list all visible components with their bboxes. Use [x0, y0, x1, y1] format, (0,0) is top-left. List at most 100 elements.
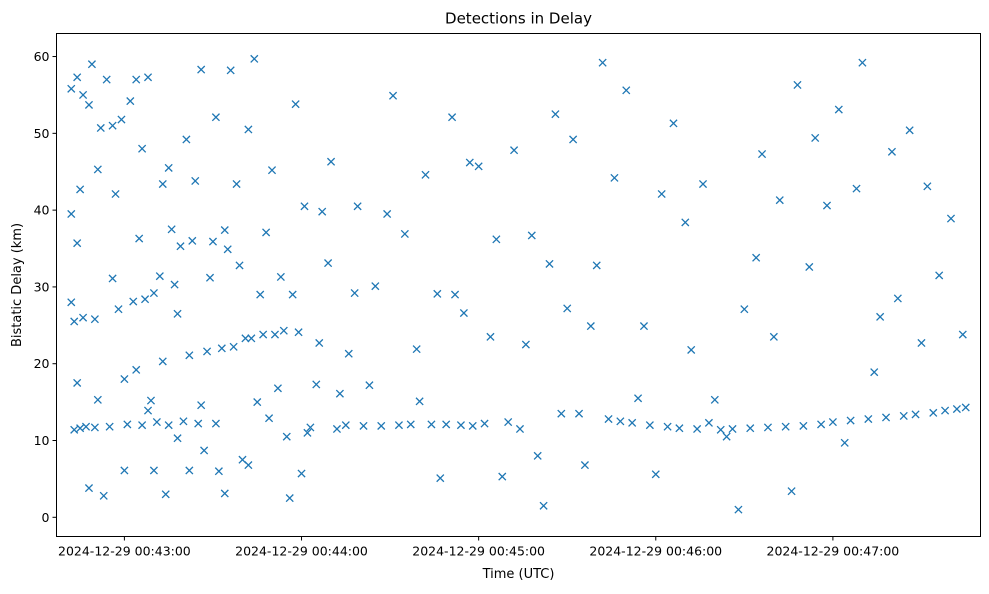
data-point-marker [200, 446, 209, 455]
data-point-marker [383, 209, 392, 219]
data-point-marker [465, 158, 474, 167]
data-point-marker [710, 395, 719, 404]
data-point-marker [164, 421, 173, 430]
data-point-marker [111, 189, 120, 199]
data-point-marker [149, 466, 158, 475]
data-point-marker [146, 396, 156, 405]
data-point-marker [498, 472, 507, 481]
data-point-marker [76, 424, 85, 433]
data-point-marker [893, 294, 902, 303]
data-point-marker [73, 73, 82, 82]
data-point-marker [817, 420, 826, 429]
data-point-marker [952, 404, 961, 414]
data-point-marker [752, 253, 761, 262]
data-point-marker [353, 202, 362, 211]
data-point-marker [152, 418, 161, 427]
data-point-marker [226, 66, 235, 75]
data-point-marker [681, 218, 690, 227]
data-point-marker [622, 86, 631, 95]
data-point-marker [616, 417, 625, 426]
data-point-marker [799, 421, 808, 430]
data-point-marker [132, 75, 141, 84]
data-point-marker [324, 259, 333, 268]
data-point-marker [693, 424, 702, 434]
data-point-marker [84, 100, 94, 109]
data-point-marker [138, 421, 147, 430]
chart-title: Detections in Delay [445, 10, 592, 28]
data-point-marker [941, 406, 950, 415]
data-point-marker [102, 75, 111, 84]
data-point-marker [846, 416, 855, 425]
data-point-marker [270, 330, 280, 339]
data-point-marker [335, 389, 344, 398]
data-point-marker [70, 317, 79, 326]
data-point-marker [834, 105, 843, 114]
data-point-marker [132, 365, 141, 374]
data-point-marker [185, 466, 194, 475]
data-point-marker [911, 410, 920, 419]
data-point-marker [388, 91, 398, 100]
data-point-marker [651, 470, 660, 479]
data-point-marker [223, 245, 232, 254]
data-point-marker [318, 207, 327, 216]
data-point-marker [84, 484, 94, 493]
data-point-marker [126, 97, 135, 106]
data-point-marker [442, 420, 451, 429]
data-point-marker [633, 394, 643, 403]
x-tick-label: 2024-12-29 00:45:00 [412, 544, 545, 559]
data-point-marker [67, 84, 76, 93]
data-point-marker [67, 209, 76, 219]
data-point-marker [870, 368, 879, 377]
data-point-marker [197, 401, 206, 410]
data-point-marker [108, 121, 117, 130]
data-point-marker [158, 179, 167, 189]
data-point-marker [208, 237, 218, 246]
data-point-marker [182, 135, 191, 144]
data-point-marker [923, 182, 932, 191]
data-point-marker [905, 126, 914, 135]
data-point-marker [300, 202, 309, 211]
data-point-marker [120, 466, 129, 475]
data-point-marker [70, 425, 79, 434]
data-point-marker [533, 451, 542, 460]
data-point-marker [87, 60, 96, 69]
data-point-marker [539, 501, 548, 510]
data-point-marker [81, 422, 91, 431]
data-point-marker [805, 262, 814, 272]
data-point-marker [143, 73, 153, 82]
data-point-marker [197, 65, 206, 74]
data-point-marker [108, 274, 117, 283]
data-point-marker [468, 421, 477, 430]
data-point-marker [515, 424, 525, 434]
data-point-marker [303, 428, 312, 437]
data-point-marker [312, 380, 321, 389]
data-point-marker [256, 290, 265, 299]
data-point-marker [141, 295, 150, 304]
data-point-marker [90, 423, 99, 432]
data-point-marker [687, 345, 696, 354]
data-point-marker [135, 234, 144, 243]
data-point-marker [899, 411, 908, 420]
data-point-marker [746, 424, 755, 433]
data-point-marker [433, 289, 442, 298]
data-point-marker [250, 54, 259, 63]
data-point-marker [93, 395, 102, 404]
data-point-marker [273, 384, 282, 393]
data-point-marker [211, 419, 220, 428]
data-point-marker [365, 381, 374, 390]
data-point-marker [179, 417, 188, 426]
data-point-marker [734, 505, 743, 514]
data-point-marker [459, 308, 468, 318]
data-point-marker [474, 162, 483, 171]
y-tick-label: 30 [34, 279, 50, 294]
data-point-marker [306, 423, 315, 432]
data-point-marker [763, 423, 773, 432]
data-point-marker [90, 315, 99, 324]
y-tick-label: 60 [34, 49, 50, 64]
data-point-marker [486, 332, 495, 341]
data-point-marker [244, 125, 253, 134]
data-point-marker [716, 425, 725, 434]
data-point-marker [858, 58, 867, 67]
data-point-marker [864, 414, 873, 424]
